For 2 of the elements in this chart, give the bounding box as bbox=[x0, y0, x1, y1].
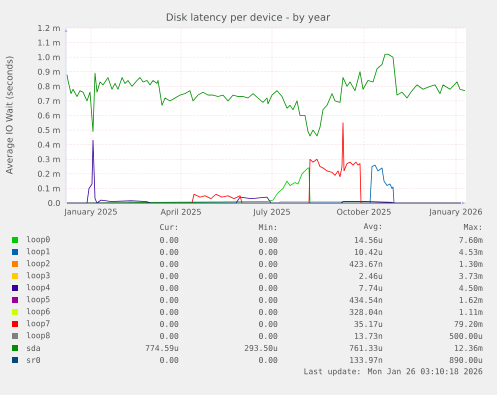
chart-title: Disk latency per device - by year bbox=[166, 13, 330, 23]
y-axis-title: Average IO Wait (seconds) bbox=[6, 56, 14, 174]
